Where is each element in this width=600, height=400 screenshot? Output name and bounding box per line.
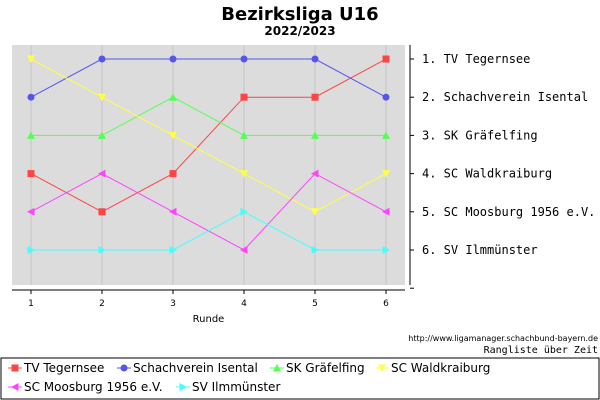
legend-label-6: SV Ilmmünster	[192, 380, 280, 394]
series-4-point-6	[382, 170, 390, 178]
series-line-6	[31, 211, 386, 251]
series-2-point-1	[27, 93, 35, 101]
series-2	[27, 55, 390, 101]
series-1-point-1	[27, 170, 35, 178]
series-6-point-2	[98, 246, 106, 254]
series-3-point-6	[382, 131, 390, 139]
series-4	[27, 55, 390, 216]
series-5-point-4	[240, 246, 248, 254]
x-tick-label-2: 2	[99, 299, 105, 309]
series-6-point-1	[27, 246, 35, 254]
series-2-point-3	[169, 55, 177, 63]
series-1-point-3	[169, 170, 177, 178]
axes	[12, 45, 414, 291]
legend-label-2: Schachverein Isental	[133, 361, 258, 375]
rank-label-4: 4. SC Waldkraiburg	[422, 167, 552, 181]
series-4-point-2	[98, 93, 106, 102]
series-4-point-1	[27, 55, 35, 63]
series-1-point-2	[98, 208, 106, 216]
series-1	[27, 55, 390, 216]
legend-marker-6	[179, 383, 187, 391]
series-6	[27, 207, 390, 254]
series-6-point-5	[311, 246, 319, 254]
legend-marker-2	[120, 364, 128, 372]
plot-area	[12, 45, 405, 285]
series-2-point-5	[311, 55, 319, 63]
legend-label-3: SK Gräfelfing	[286, 361, 365, 375]
rank-label-2: 2. Schachverein Isental	[422, 90, 588, 104]
chart-title: Bezirksliga U16	[221, 4, 378, 25]
rank-label-5: 5. SC Moosburg 1956 e.V.	[422, 205, 595, 219]
series-5-point-3	[169, 207, 177, 216]
x-tick-label-3: 3	[170, 299, 176, 309]
series-6-point-3	[169, 246, 177, 254]
series-line-4	[30, 58, 387, 213]
series-5-point-5	[311, 169, 319, 178]
series-5-point-6	[382, 207, 390, 216]
series-line-1	[30, 58, 387, 213]
series-6-point-6	[382, 246, 390, 254]
source-url: http://www.ligamanager.schachbund-bayern…	[408, 334, 598, 343]
rank-label-1: 1. TV Tegernsee	[422, 52, 530, 66]
series-4-point-5	[311, 208, 319, 216]
series-4-point-3	[169, 131, 177, 140]
legend-label-1: TV Tegernsee	[23, 361, 104, 375]
series-line-3	[31, 96, 386, 136]
series-3-point-2	[98, 131, 106, 139]
x-ticks: 1 2 3 4 5 6	[28, 290, 389, 309]
series-3-point-1	[27, 131, 35, 139]
rank-labels: 1. TV Tegernsee 2. Schachverein Isental 3.…	[422, 52, 595, 257]
legend-marker-3	[273, 364, 281, 372]
series-3-point-4	[240, 131, 248, 139]
series-2-point-4	[240, 55, 248, 63]
x-tick-label-5: 5	[312, 299, 318, 309]
x-tick-label-4: 4	[241, 299, 247, 309]
series-3-point-3	[169, 93, 177, 101]
series-5-point-1	[27, 207, 35, 216]
series-1-point-5	[311, 93, 319, 101]
grid-lines	[30, 45, 387, 285]
legend: TV Tegernsee Schachverein Isental SK Gräfe…	[8, 361, 490, 394]
rank-label-3: 3. SK Gräfelfing	[422, 128, 538, 142]
legend-marker-4	[378, 364, 386, 372]
legend-marker-1	[11, 364, 19, 372]
series-3	[27, 93, 390, 139]
rank-label-6: 6. SV Ilmmünster	[422, 243, 538, 257]
chart-subtitle: 2022/2023	[264, 24, 335, 38]
legend-label-5: SC Moosburg 1956 e.V.	[24, 380, 163, 394]
series-5-point-2	[98, 169, 106, 178]
legend-label-4: SC Waldkraiburg	[391, 361, 490, 375]
chart-caption: Rangliste über Zeit	[484, 345, 598, 356]
x-tick-label-6: 6	[383, 299, 389, 309]
series-1-point-6	[382, 55, 390, 63]
series-group	[27, 55, 390, 254]
series-2-point-2	[98, 55, 106, 63]
legend-marker-5	[11, 383, 19, 391]
series-2-point-6	[382, 93, 390, 101]
series-line-2	[30, 58, 387, 98]
series-3-point-5	[311, 131, 319, 139]
x-tick-label-1: 1	[28, 299, 34, 309]
series-4-point-4	[240, 170, 248, 178]
series-1-point-4	[240, 93, 248, 101]
series-6-point-4	[240, 207, 248, 216]
legend-box	[0, 357, 600, 400]
x-axis-label: Runde	[193, 314, 225, 325]
